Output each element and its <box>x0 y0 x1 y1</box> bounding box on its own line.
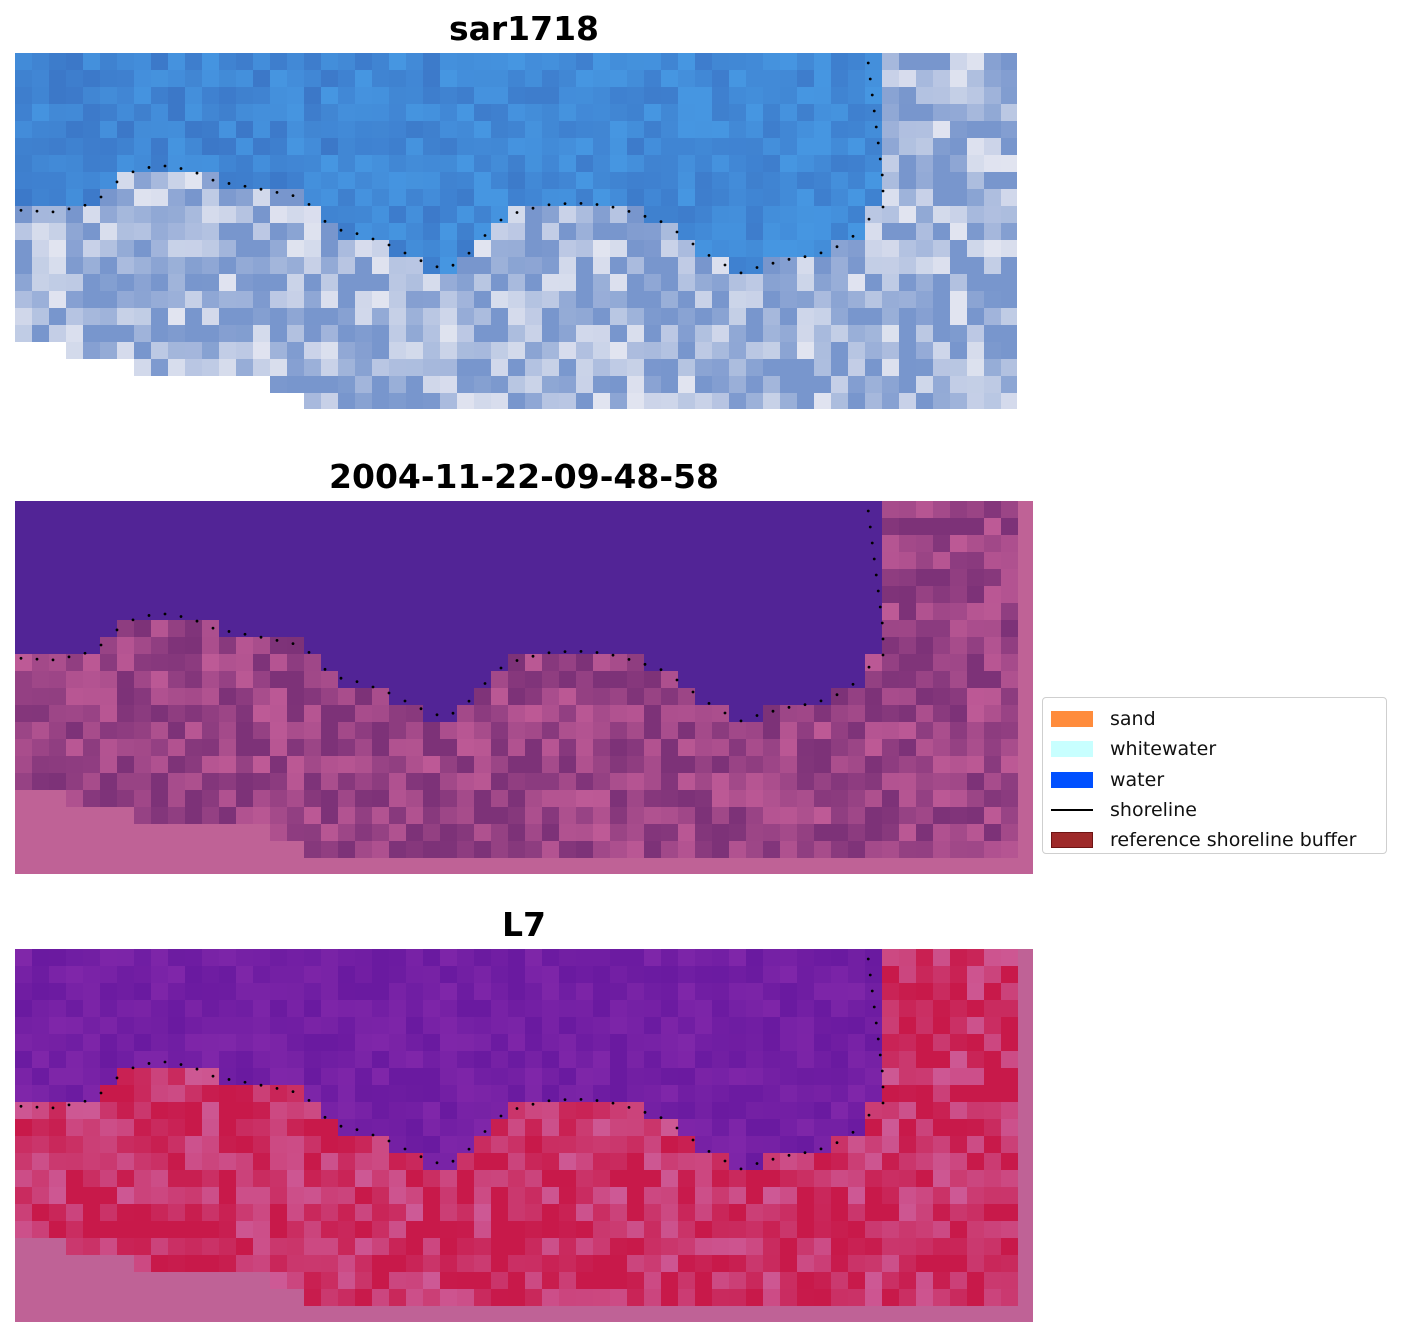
legend-label-water: water <box>1110 768 1165 791</box>
legend-item-shoreline: shoreline <box>1051 795 1378 825</box>
legend-swatch-whitewater <box>1051 741 1093 758</box>
legend-item-water: water <box>1051 765 1378 795</box>
legend-label-whitewater: whitewater <box>1110 738 1217 761</box>
legend: sand whitewater water shoreline referenc… <box>1042 697 1387 854</box>
shoreline-dots <box>19 957 885 1171</box>
panel-title-3: L7 <box>502 905 546 944</box>
legend-swatch-water <box>1051 771 1093 788</box>
legend-swatch-sand <box>1051 711 1093 728</box>
legend-swatch-reference-buffer <box>1051 832 1093 849</box>
panel-title-2: 2004-11-22-09-48-58 <box>329 457 719 496</box>
legend-item-whitewater: whitewater <box>1051 734 1378 764</box>
legend-label-reference-buffer: reference shoreline buffer <box>1110 829 1357 852</box>
index-image <box>15 949 1033 1322</box>
panel-title-1: sar1718 <box>448 9 600 48</box>
legend-line-shoreline <box>1051 809 1093 812</box>
classified-image <box>15 501 1033 874</box>
shoreline-dots <box>19 61 885 275</box>
shoreline-dots <box>19 509 885 723</box>
legend-label-sand: sand <box>1110 708 1156 731</box>
legend-label-shoreline: shoreline <box>1110 799 1197 822</box>
legend-item-reference-buffer: reference shoreline buffer <box>1051 825 1378 855</box>
legend-item-sand: sand <box>1051 704 1378 734</box>
satellite-rgb-image <box>15 53 1017 409</box>
